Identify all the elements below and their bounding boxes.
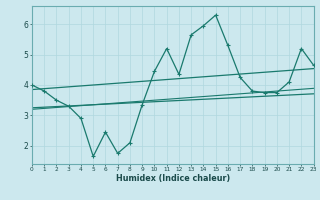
X-axis label: Humidex (Indice chaleur): Humidex (Indice chaleur) xyxy=(116,174,230,183)
